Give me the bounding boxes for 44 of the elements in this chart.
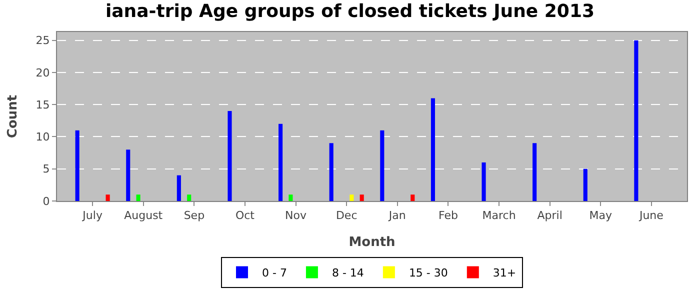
- bar: [583, 168, 588, 201]
- x-tick-label: Dec: [336, 209, 358, 222]
- bar: [75, 130, 80, 201]
- bar: [350, 194, 354, 201]
- bar: [288, 194, 293, 201]
- x-tick-label: Nov: [285, 209, 308, 222]
- bar: [126, 150, 130, 201]
- x-tick-label: Sep: [184, 209, 205, 222]
- bar: [430, 98, 435, 201]
- bar: [482, 162, 486, 201]
- bar: [532, 143, 537, 201]
- y-tick-label: 25: [36, 34, 50, 48]
- y-axis-title: Count: [6, 94, 21, 138]
- bar: [360, 194, 364, 201]
- x-tick-label: June: [638, 209, 664, 222]
- bar: [187, 194, 192, 201]
- chart-title: iana-trip Age groups of closed tickets June 2013: [105, 1, 595, 22]
- x-tick-label: Feb: [438, 209, 458, 222]
- x-tick-label: August: [124, 209, 164, 222]
- x-axis-title: Month: [348, 234, 396, 250]
- y-tick-label: 20: [36, 66, 50, 80]
- x-tick-label: July: [82, 209, 103, 222]
- bar: [329, 143, 334, 201]
- y-tick-label: 15: [36, 98, 50, 112]
- x-tick-label: May: [589, 209, 612, 222]
- y-tick-label: 5: [42, 162, 50, 176]
- y-tick-label: 0: [42, 194, 50, 208]
- bar: [106, 194, 110, 201]
- legend-label: 0 - 7: [262, 266, 287, 280]
- legend-label: 31+: [492, 266, 516, 280]
- legend-label: 8 - 14: [332, 266, 364, 280]
- bar: [228, 111, 232, 201]
- x-tick-label: Jan: [388, 209, 406, 222]
- x-tick-label: April: [537, 209, 562, 222]
- y-tick-label: 10: [36, 130, 50, 144]
- bar: [634, 40, 638, 201]
- bar: [410, 194, 415, 201]
- x-tick-label: Oct: [235, 209, 256, 222]
- bar: [380, 130, 384, 201]
- x-tick-label: March: [482, 209, 516, 222]
- bar: [136, 194, 140, 201]
- bar: [176, 175, 181, 201]
- legend-label: 15 - 30: [408, 266, 448, 280]
- bar: [278, 124, 283, 201]
